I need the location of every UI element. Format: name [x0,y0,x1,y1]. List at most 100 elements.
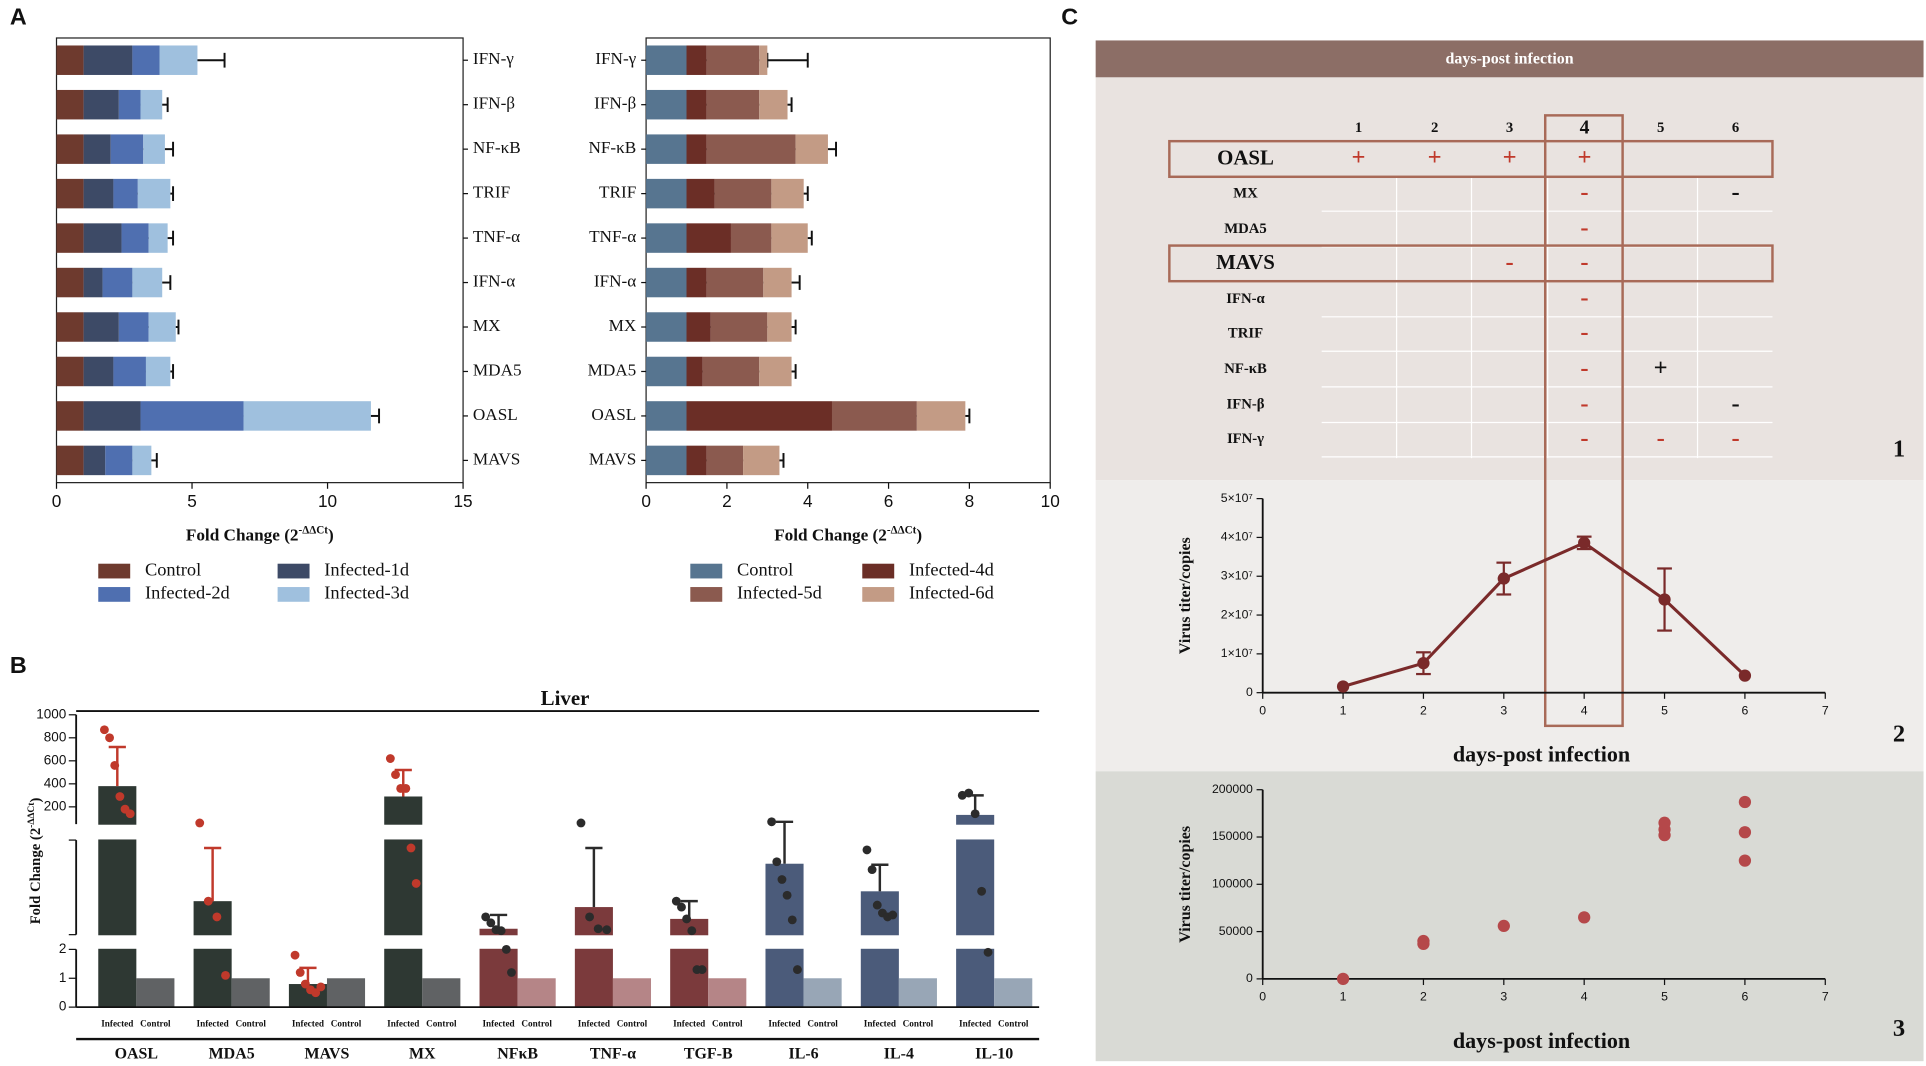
bar-segment [759,45,768,75]
row-label: IFN-β [1227,397,1265,413]
data-point [115,792,125,801]
category-label: NF-κB [588,138,636,157]
table-cell: + [1352,144,1366,171]
data-point [316,982,326,992]
y-tick-label: 2 [59,941,67,956]
bar-segment [646,178,687,209]
bar-segment [132,45,160,75]
bar-segment [646,89,687,120]
bar-label: Infected [959,1018,992,1028]
legend-label: Infected-3d [324,583,409,603]
data-point [401,784,411,793]
bar-segment [56,267,84,298]
x-tick-label: 7 [1822,990,1829,1004]
bar-label: Control [807,1018,838,1028]
bar-segment [83,89,119,120]
category-label: IFN-β [594,94,636,113]
x-tick-label: 0 [1259,990,1266,1004]
bar-segment [771,223,808,253]
table-cell: - [1506,249,1514,276]
x-tick-label: 1 [1340,703,1347,717]
bar-segment [686,445,707,476]
category-label: MX [473,316,501,335]
x-tick-label: 4 [1581,990,1588,1004]
category-label: MDA5 [209,1046,255,1063]
bar-segment [646,401,687,431]
x-tick-label: 5 [1661,703,1668,717]
data-point [1578,911,1591,924]
bar-label: Infected [482,1018,515,1028]
bar-segment [118,312,149,342]
data-point [212,912,222,922]
data-point [777,875,787,884]
x-tick-label: 8 [965,491,975,511]
table-cell: - [1580,354,1588,381]
data-point [964,788,974,798]
bar-label: Control [617,1018,648,1028]
bar-segment [702,356,760,387]
data-point [481,912,491,922]
data-line [1342,541,1746,688]
header-bar [1095,40,1924,78]
y-tick-label: 0 [1246,971,1253,985]
table-cell: - [1580,249,1588,276]
bar [803,978,842,1008]
panel-letter: A [10,3,27,29]
bar-segment [759,89,788,120]
legend-swatch [98,587,131,602]
bar-segment [132,445,152,476]
bar-segment [686,312,711,342]
data-point [221,970,230,980]
bar-label: Control [998,1018,1029,1028]
column-label: 5 [1657,120,1664,136]
bar-segment [83,134,111,164]
bar-segment [646,312,687,342]
bar-label: Control [521,1018,552,1028]
axis-label-part: -ΔΔCt [887,524,917,536]
x-axis-label: days-post infection [1453,742,1630,767]
data-point [411,879,421,888]
legend-label: Infected-6d [909,583,994,603]
bar-label: Infected [768,1018,801,1028]
bar-segment [118,89,141,120]
bar-segment [706,445,744,476]
category-label: TNF-α [590,1046,636,1063]
legend-label: Control [145,559,201,579]
bar-segment [121,223,149,253]
data-point [782,890,792,900]
panel-letter: C [1061,3,1078,29]
legend-swatch [690,587,723,602]
data-point [862,845,872,855]
table-cell: + [1578,144,1592,171]
data-point [576,818,586,828]
table-cell: - [1580,179,1588,206]
bar-segment [706,45,760,75]
plot-frame [645,37,1051,484]
x-tick-label: 1 [1340,990,1347,1004]
row-highlight [1168,139,1774,179]
x-tick-label: 0 [52,491,62,511]
bar-segment [83,178,114,209]
bar-segment [730,223,772,253]
bar-segment [56,312,84,342]
x-tick-label: 5 [1661,990,1668,1004]
bar-segment [143,134,165,164]
data-point [391,770,400,780]
axis-break-gap [49,824,1045,840]
x-tick-label: 6 [884,491,894,511]
x-tick-label: 7 [1822,703,1829,717]
bar-label: Infected [292,1018,325,1028]
bar-segment [646,223,687,253]
column-label: 4 [1580,116,1590,138]
table-cell: - [1580,284,1588,311]
x-tick-label: 5 [187,491,197,511]
bar-segment [763,267,792,298]
bar-segment [646,267,687,298]
category-label: MAVS [589,449,636,468]
data-point [290,950,300,960]
category-label: IFN-β [473,94,515,113]
bar-segment [83,223,122,253]
x-tick-label: 0 [1259,703,1266,717]
category-label: IL-10 [975,1046,1013,1063]
bar-label: Infected [578,1018,611,1028]
